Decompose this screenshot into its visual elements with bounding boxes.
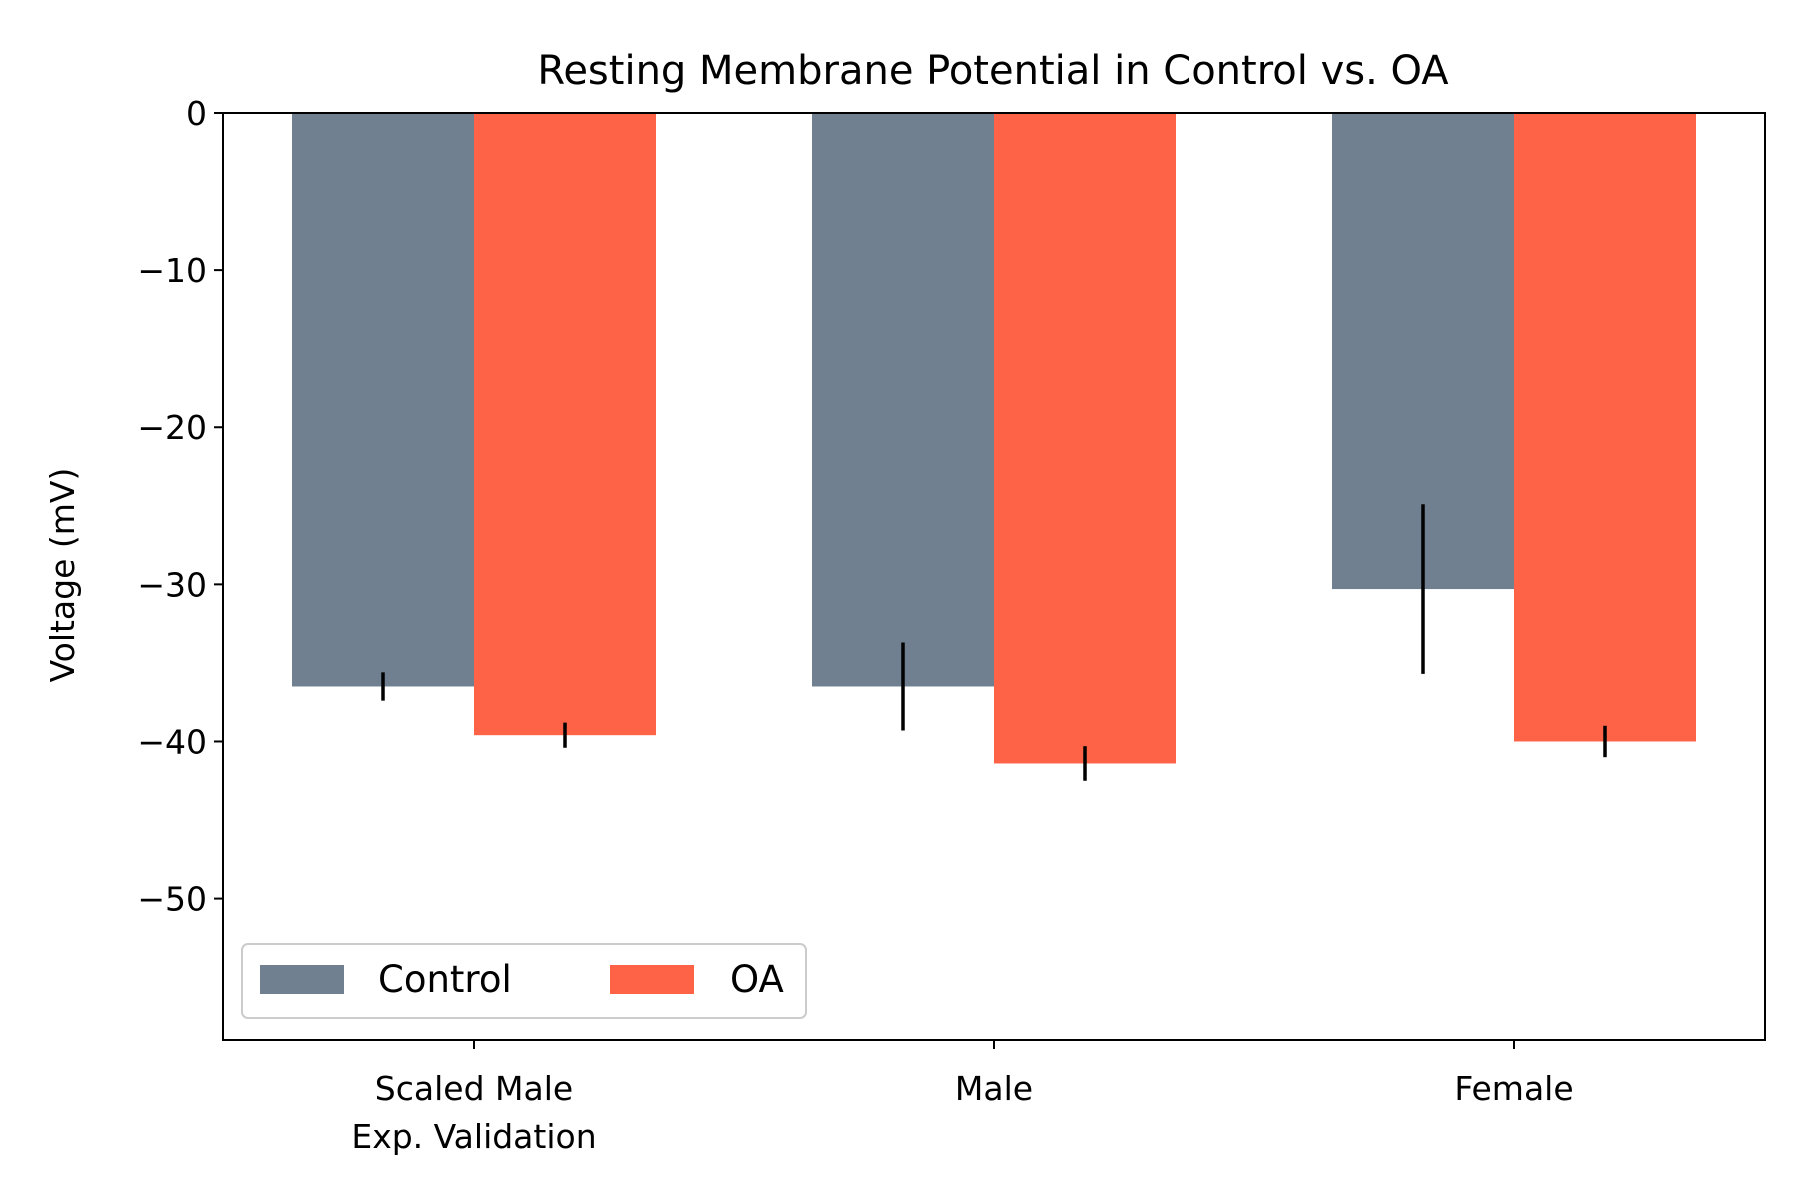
legend-swatch-oa — [610, 965, 694, 994]
bar-oa-1 — [994, 113, 1176, 764]
y-axis-label: Voltage (mV) — [43, 468, 82, 683]
y-tick-label: −20 — [137, 408, 207, 447]
legend-label-control: Control — [378, 958, 512, 1001]
y-tick-label: −10 — [137, 251, 207, 290]
legend-box — [241, 943, 807, 1019]
y-tick-label: −30 — [137, 565, 207, 604]
y-tick-label: 0 — [186, 94, 207, 133]
chart-title: Resting Membrane Potential in Control vs… — [537, 48, 1449, 94]
y-tick-label: −40 — [137, 722, 207, 761]
bar-control-1 — [812, 113, 994, 687]
legend-label-oa: OA — [730, 958, 784, 1001]
plot-area: 0 −10 −20 −30 −40 −50 Scaled Male Exp. Validati… — [137, 94, 1766, 1156]
x-tick-label: Scaled Male — [375, 1069, 573, 1108]
bar-oa-0 — [474, 113, 656, 736]
bar-oa-2 — [1514, 113, 1696, 742]
legend: Control OA — [241, 943, 807, 1019]
bar-control-0 — [292, 113, 474, 687]
legend-swatch-control — [260, 965, 344, 994]
x-tick-label: Male — [955, 1069, 1033, 1108]
x-tick-label: Female — [1454, 1069, 1573, 1108]
x-tick-label: Exp. Validation — [351, 1117, 596, 1156]
y-tick-label: −50 — [137, 880, 207, 919]
